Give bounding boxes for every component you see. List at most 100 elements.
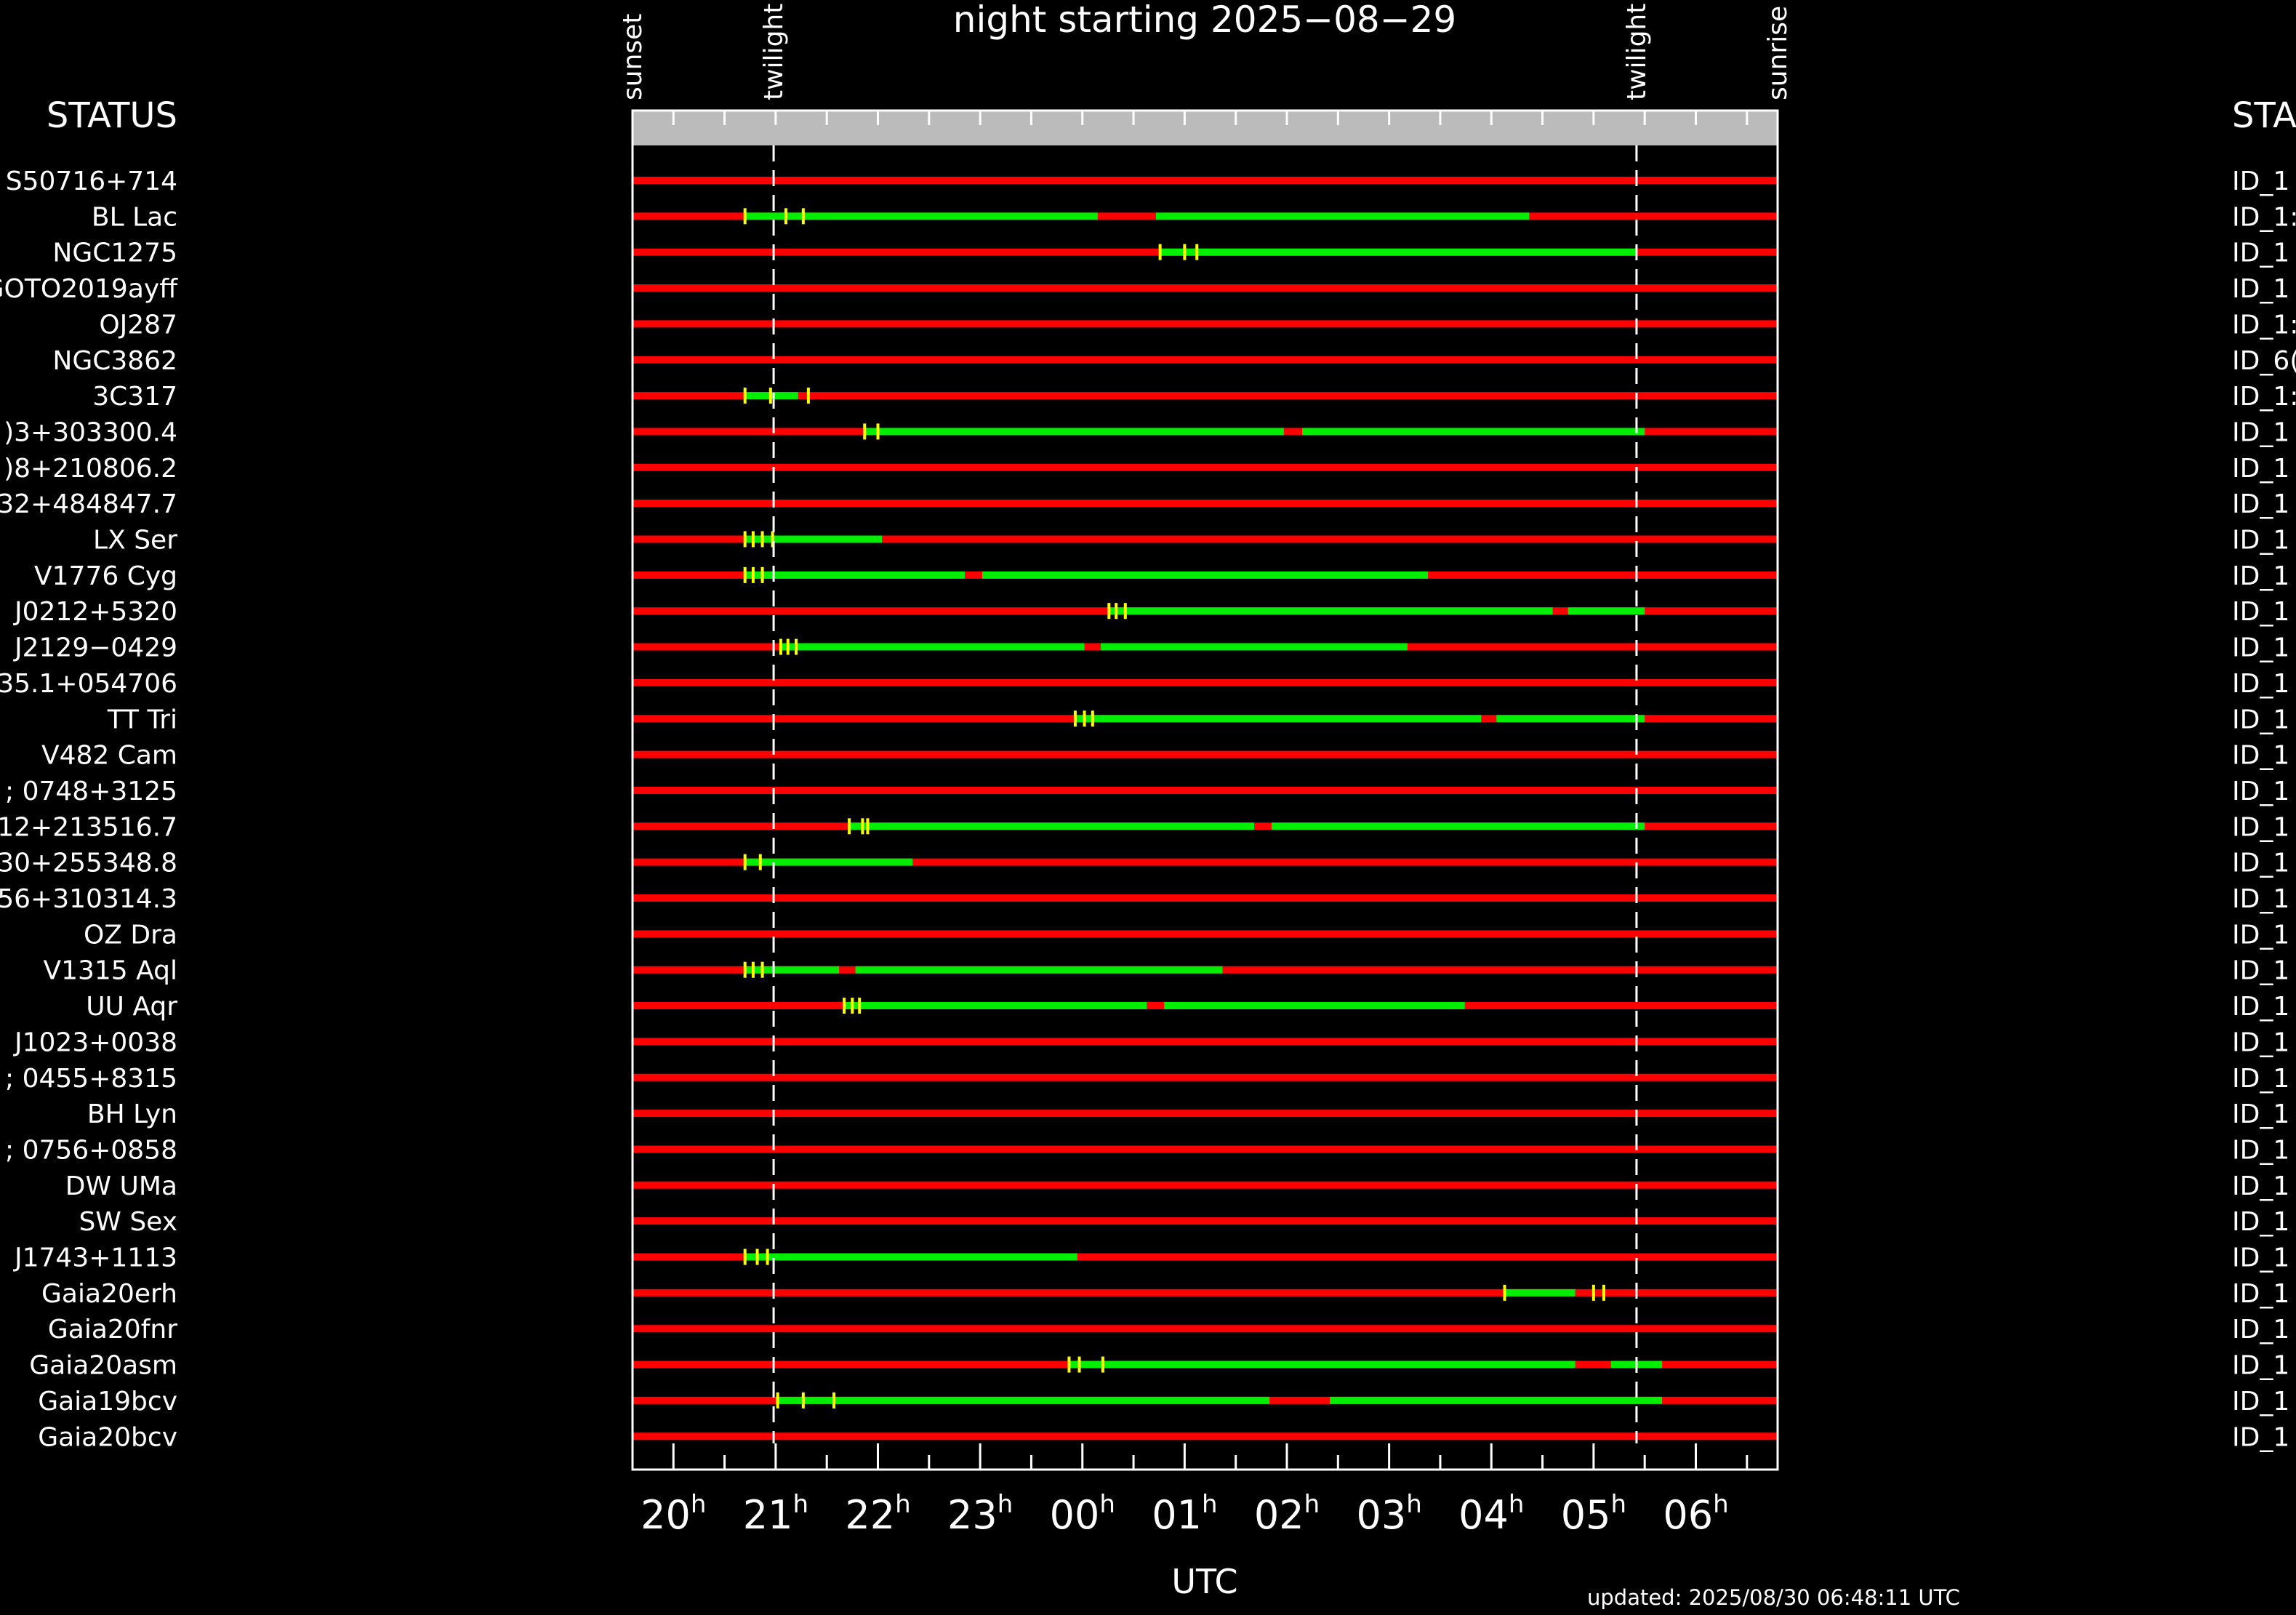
row-id: ID_6( [2232,346,2296,376]
x-tick-label: 06h [1663,1490,1728,1538]
row-label: UU Aqr [86,992,177,1022]
row-id: ID_1 [2232,167,2289,196]
row-label: BH Lyn [87,1099,177,1129]
x-tick-suffix: h [1202,1490,1218,1519]
row-label: Gaia20fnr [48,1315,177,1345]
updated-timestamp: updated: 2025/08/30 06:48:11 UTC [1587,1585,1960,1610]
event-label-sunrise: sunrise [1763,6,1793,100]
x-tick-label: 20h [641,1490,706,1538]
row-label: DW UMa [65,1171,177,1201]
x-tick-suffix: h [1099,1490,1115,1519]
row-label: BL Lac [92,202,177,232]
row-label: OJ287 [99,310,177,340]
row-id: ID_1 [2232,1207,2289,1237]
x-tick-hour: 06 [1663,1492,1713,1538]
row-label: J2129−0429 [13,633,177,663]
time-header-band [633,111,1778,145]
row-id: ID_1 [2232,239,2289,268]
x-tick-label: 04h [1458,1490,1524,1538]
x-tick-label: 02h [1254,1490,1320,1538]
row-id: ID_1 [2232,561,2289,591]
row-label: 35.1+054706 [0,669,177,699]
row-label: )8+210806.2 [4,454,177,484]
row-label: 30+255348.8 [0,849,177,878]
grid-layer [672,111,1749,1470]
row-id: ID_1 [2232,1064,2289,1094]
x-tick-label: 03h [1356,1490,1421,1538]
row-label: V1776 Cyg [34,561,177,591]
x-tick-hour: 22 [845,1492,895,1538]
status-header-right: STA [2232,95,2296,136]
x-tick-suffix: h [1610,1490,1626,1519]
row-id: ID_1 [2232,597,2289,627]
x-tick-hour: 20 [641,1492,691,1538]
row-id: ID_1: [2232,310,2296,340]
row-label: SW Sex [79,1207,177,1237]
row-id: ID_1 [2232,489,2289,519]
row-id: ID_1 [2232,1099,2289,1129]
event-label-twilight: twilight [1622,4,1652,100]
row-id: ID_1 [2232,1243,2289,1273]
status-header-left: STATUS [47,95,177,136]
x-tick-label: 22h [845,1490,910,1538]
row-label: )3+303300.4 [4,417,177,447]
row-label: J0212+5320 [13,597,177,627]
x-tick-hour: 02 [1254,1492,1304,1538]
x-tick-label: 00h [1050,1490,1115,1538]
x-tick-hour: 03 [1356,1492,1406,1538]
row-label: S50716+714 [6,167,177,196]
row-id: ID_1 [2232,777,2289,806]
row-label: J1023+0038 [13,1027,177,1057]
x-tick-label: 05h [1561,1490,1626,1538]
row-id: ID_1: [2232,202,2296,232]
row-id: ID_1 [2232,849,2289,878]
x-tick-label: 21h [743,1490,808,1538]
row-label: TT Tri [107,705,177,734]
row-label: 32+484847.7 [0,489,177,519]
row-label: OZ Dra [84,920,177,950]
row-id: ID_1 [2232,992,2289,1022]
row-label: NGC3862 [52,346,177,376]
x-tick-label: 23h [947,1490,1013,1538]
x-tick-suffix: h [998,1490,1013,1519]
row-id: ID_1 [2232,274,2289,304]
row-label: Gaia19bcv [38,1387,177,1416]
row-label: NGC1275 [52,239,177,268]
row-id: ID_1 [2232,1315,2289,1345]
x-tick-suffix: h [1713,1490,1729,1519]
row-id: ID_1 [2232,1135,2289,1165]
x-tick-hour: 01 [1152,1492,1202,1538]
row-label: 12+213516.7 [0,812,177,842]
row-label: J1743+1113 [13,1243,177,1273]
row-id: ID_1 [2232,526,2289,556]
chart-title: night starting 2025−08−29 [953,0,1456,41]
row-id: ID_1 [2232,1422,2289,1452]
x-tick-suffix: h [1304,1490,1320,1519]
row-label: LX Ser [93,526,177,556]
x-tick-suffix: h [792,1490,808,1519]
row-id: ID_1: [2232,382,2296,412]
row-label: V1315 Aql [43,956,177,986]
row-id: ID_1 [2232,920,2289,950]
row-id: ID_1 [2232,1279,2289,1309]
row-id: ID_1 [2232,454,2289,484]
event-label-twilight: twilight [759,4,789,100]
row-id: ID_1 [2232,884,2289,914]
row-id: ID_1 [2232,1387,2289,1416]
x-tick-suffix: h [1406,1490,1422,1519]
event-label-sunset: sunset [618,14,648,100]
row-label: Gaia20asm [29,1351,177,1381]
x-tick-hour: 21 [743,1492,793,1538]
row-id: ID_1 [2232,956,2289,986]
x-axis-label: UTC [1171,1562,1237,1601]
row-label: ; 0756+0858 [5,1135,177,1165]
x-tick-suffix: h [895,1490,911,1519]
row-label: 56+310314.3 [0,884,177,914]
row-label: ; 0748+3125 [5,777,177,806]
x-tick-hour: 00 [1050,1492,1100,1538]
plot-frame [631,109,1779,1471]
x-tick-hour: 04 [1458,1492,1509,1538]
row-label: Gaia20bcv [38,1422,177,1452]
